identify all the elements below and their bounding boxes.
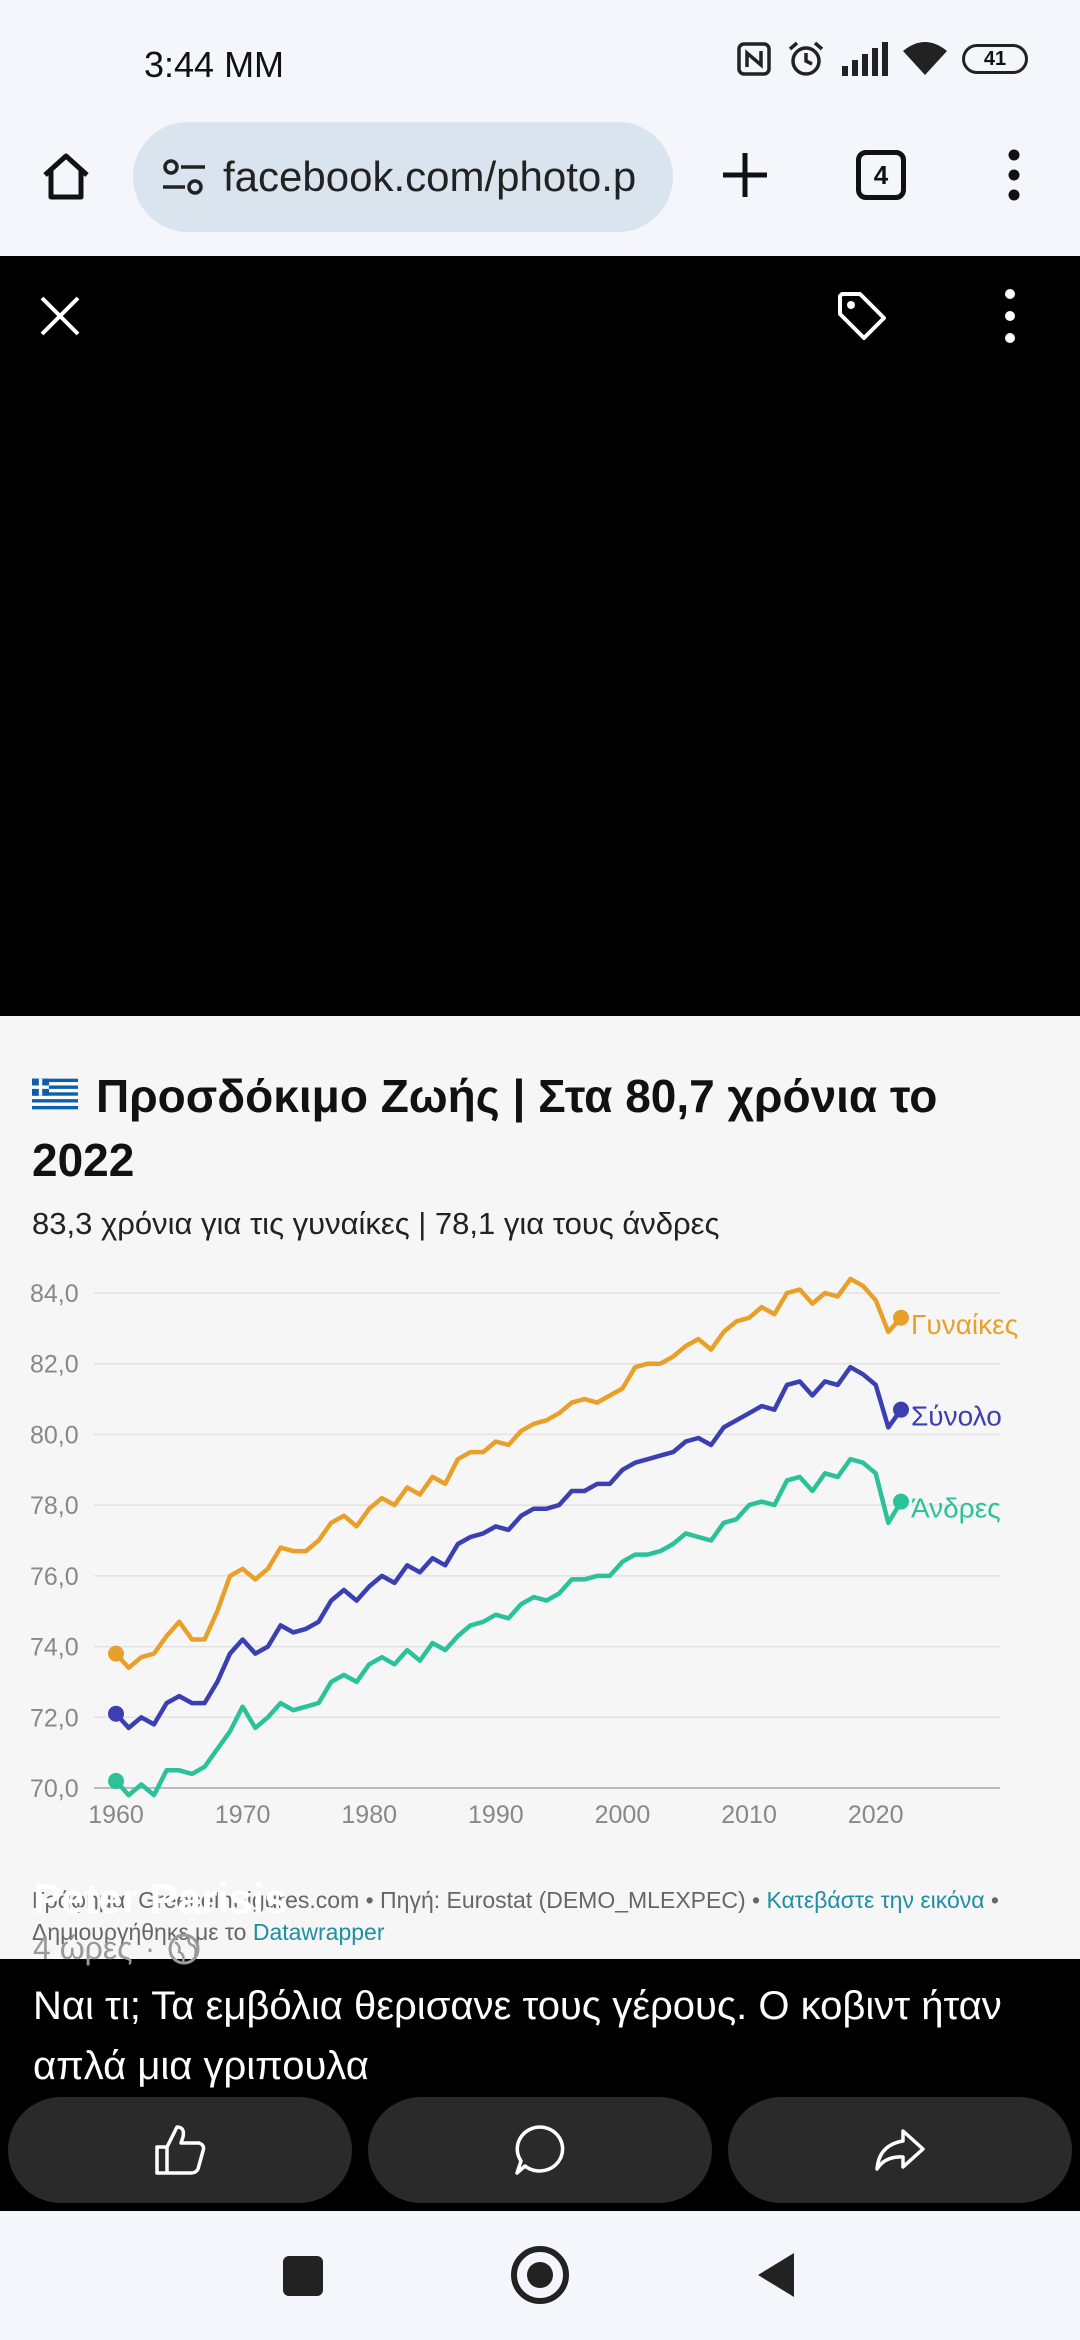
comment-button[interactable] bbox=[368, 2097, 712, 2203]
chart-title: Προσδόκιμο Ζωής | Στα 80,7 χρόνια το 202… bbox=[32, 1070, 938, 1186]
home-button[interactable] bbox=[36, 146, 96, 206]
new-tab-button[interactable] bbox=[714, 144, 776, 206]
datawrapper-link[interactable]: Datawrapper bbox=[252, 1919, 385, 1945]
more-menu-icon bbox=[1008, 149, 1020, 201]
x-tick-label: 2000 bbox=[595, 1801, 651, 1829]
status-time: 3:44 ΜΜ bbox=[144, 44, 285, 85]
life-expectancy-chart: 70,0 72,0 74,0 76,0 78,0 80,0 82,0 84,0 1960 1970… bbox=[30, 1276, 1018, 1829]
x-tick-label: 1990 bbox=[468, 1801, 524, 1829]
series-end-point bbox=[893, 1493, 909, 1510]
like-button[interactable] bbox=[8, 2097, 352, 2203]
download-image-link[interactable]: Κατεβάστε την εικόνα bbox=[766, 1887, 985, 1913]
like-icon bbox=[155, 2125, 206, 2175]
photo-image[interactable]: Προσδόκιμο Ζωής | Στα 80,7 χρόνια το 202… bbox=[0, 1016, 1080, 1959]
tag-icon[interactable] bbox=[836, 290, 888, 342]
browser-toolbar: facebook.com/photo.p 4 bbox=[0, 118, 1080, 256]
tab-switcher-button[interactable]: 4 bbox=[856, 150, 906, 200]
credits-text: Γράφημα: GreeceInFigures.com • Πηγή: Eur… bbox=[32, 1887, 767, 1913]
share-button[interactable] bbox=[728, 2097, 1072, 2203]
status-icons: 41 bbox=[736, 40, 1028, 78]
series-label: Άνδρες bbox=[911, 1493, 1001, 1524]
x-tick-label: 1980 bbox=[341, 1801, 397, 1829]
greek-flag-icon bbox=[32, 1078, 78, 1110]
signal-icon bbox=[842, 42, 888, 76]
site-settings-button[interactable] bbox=[159, 152, 209, 202]
status-bar: 3:44 ΜΜ 41 bbox=[0, 0, 1080, 125]
battery-icon: 41 bbox=[962, 44, 1028, 74]
photo-viewer: Προσδόκιμο Ζωής | Στα 80,7 χρόνια το 202… bbox=[0, 256, 1080, 2211]
alarm-icon bbox=[788, 41, 824, 76]
back-nav-icon[interactable] bbox=[758, 2253, 794, 2297]
y-tick-label: 76,0 bbox=[30, 1563, 79, 1591]
chart-subtitle: 83,3 χρόνια για τις γυναίκες | 78,1 για … bbox=[32, 1206, 720, 1241]
y-tick-label: 82,0 bbox=[30, 1351, 79, 1379]
post-meta: 4 ώρες · bbox=[33, 1930, 201, 1967]
post-text: Ναι τι; Τα εμβόλια θερισανε τους γέρους.… bbox=[33, 1984, 1002, 2088]
post-author[interactable]: Peter Parisis bbox=[33, 1875, 288, 1922]
x-tick-label: 2020 bbox=[848, 1801, 904, 1829]
series-start-point bbox=[108, 1705, 124, 1722]
more-icon[interactable] bbox=[990, 284, 1030, 348]
series-end-point bbox=[893, 1401, 909, 1418]
home-icon bbox=[43, 153, 89, 200]
site-settings-icon bbox=[163, 159, 205, 195]
y-tick-label: 74,0 bbox=[30, 1634, 79, 1662]
close-icon[interactable] bbox=[36, 292, 84, 340]
y-tick-label: 84,0 bbox=[30, 1280, 79, 1308]
nfc-icon bbox=[737, 42, 771, 76]
globe-icon bbox=[168, 1933, 200, 1964]
series-line bbox=[114, 1364, 903, 1731]
series-label: Σύνολο bbox=[911, 1401, 1002, 1432]
series-start-point bbox=[108, 1772, 124, 1789]
meta-separator: · bbox=[144, 1930, 156, 1966]
series-start-point bbox=[108, 1645, 124, 1662]
home-nav-dot bbox=[527, 2262, 553, 2288]
wifi-icon bbox=[903, 42, 947, 75]
chart-title-row: Προσδόκιμο Ζωής | Στα 80,7 χρόνια το 202… bbox=[32, 1064, 1032, 1192]
x-tick-label: 1960 bbox=[88, 1801, 144, 1829]
comment-icon bbox=[515, 2125, 565, 2175]
credits-text-2: • Δημιουργήθηκε με το bbox=[32, 1887, 999, 1945]
new-tab-icon bbox=[723, 153, 767, 197]
home-nav-icon[interactable] bbox=[511, 2246, 569, 2304]
system-nav-bar bbox=[0, 2211, 1080, 2340]
address-bar[interactable]: facebook.com/photo.p bbox=[133, 122, 673, 232]
series-end-point bbox=[893, 1309, 909, 1326]
series-line bbox=[114, 1276, 903, 1671]
y-tick-label: 80,0 bbox=[30, 1421, 79, 1449]
post-time: 4 ώρες bbox=[33, 1930, 133, 1966]
x-tick-label: 2010 bbox=[721, 1801, 777, 1829]
chart-credits: Γράφημα: GreeceInFigures.com • Πηγή: Eur… bbox=[32, 1884, 1052, 1948]
x-tick-label: 1970 bbox=[215, 1801, 271, 1829]
y-tick-label: 78,0 bbox=[30, 1492, 79, 1520]
series-label: Γυναίκες bbox=[911, 1309, 1018, 1340]
share-icon bbox=[875, 2129, 925, 2171]
y-tick-label: 72,0 bbox=[30, 1704, 79, 1732]
series-line bbox=[114, 1456, 903, 1798]
y-tick-label: 70,0 bbox=[30, 1775, 79, 1803]
more-menu-button[interactable] bbox=[994, 142, 1034, 208]
url-text: facebook.com/photo.p bbox=[223, 153, 637, 200]
recent-apps-icon[interactable] bbox=[283, 2256, 323, 2296]
